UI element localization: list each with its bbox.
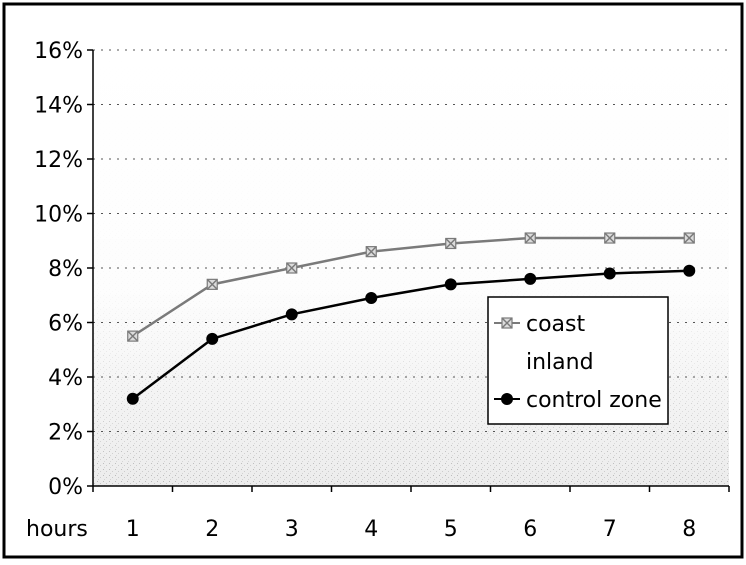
- data-point-coast: [127, 330, 139, 342]
- data-point-control-zone: [285, 308, 298, 321]
- x-tick-labels: 1 2 3 4 5 6 7 8: [92, 486, 730, 542]
- data-point-control-zone: [524, 272, 537, 285]
- data-point-coast: [286, 262, 298, 274]
- data-point-control-zone: [126, 392, 139, 405]
- gridlines: [93, 49, 729, 432]
- y-tick-labels: 0% 2% 4% 6% 8% 10% 12% 14% 16%: [34, 39, 93, 500]
- x-tick-label: 6: [523, 517, 537, 542]
- legend-label: control zone: [526, 388, 662, 413]
- legend-item-coast: coast: [494, 312, 585, 337]
- data-point-control-zone: [683, 264, 696, 277]
- y-tick-label: 8%: [48, 257, 83, 282]
- x-axis-label: hours: [26, 517, 88, 542]
- legend-item-control-zone: control zone: [494, 388, 662, 413]
- x-tick-label: 4: [364, 517, 378, 542]
- legend-box: [487, 296, 669, 425]
- x-tick-label: 3: [285, 517, 299, 542]
- y-tick-label: 6%: [48, 312, 83, 337]
- data-point-control-zone: [206, 332, 219, 345]
- y-tick-label: 16%: [34, 39, 83, 64]
- legend-label: inland: [526, 350, 594, 375]
- y-tick-label: 14%: [34, 94, 83, 119]
- data-point-coast: [683, 232, 695, 244]
- data-point-coast: [445, 237, 457, 250]
- x-tick-label: 5: [444, 517, 458, 542]
- data-point-coast: [604, 232, 616, 244]
- legend-swatch-marker: [501, 393, 513, 405]
- legend: coast inland control zone: [487, 296, 669, 425]
- x-tick-label: 1: [126, 517, 140, 542]
- y-tick-label: 4%: [48, 366, 83, 391]
- data-point-coast: [524, 232, 536, 244]
- series-line-control-zone: [131, 269, 690, 400]
- x-tick-label: 7: [603, 517, 617, 542]
- data-point-coast: [365, 246, 377, 258]
- y-tick-label: 10%: [34, 203, 83, 228]
- y-tick-label: 12%: [34, 148, 83, 173]
- y-tick-label: 0%: [48, 475, 83, 500]
- y-tick-label: 2%: [48, 421, 83, 446]
- x-tick-label: 8: [682, 517, 696, 542]
- data-point-control-zone: [444, 278, 457, 291]
- legend-swatch-marker: [501, 317, 513, 329]
- series-layer: [126, 232, 696, 405]
- x-tick-label: 2: [205, 517, 219, 542]
- series-line-coast: [132, 236, 690, 338]
- legend-label: coast: [526, 312, 585, 337]
- data-point-control-zone: [603, 267, 616, 280]
- legend-item-inland: inland: [526, 350, 594, 375]
- data-point-coast: [206, 278, 218, 290]
- data-point-control-zone: [365, 291, 378, 304]
